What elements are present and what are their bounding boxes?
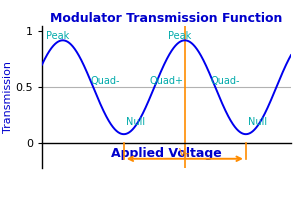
- Y-axis label: Transmission: Transmission: [3, 61, 13, 133]
- Text: V$_\pi$: V$_\pi$: [178, 146, 191, 160]
- Text: Quad-: Quad-: [210, 76, 240, 86]
- Text: Peak: Peak: [46, 31, 69, 41]
- Text: Null: Null: [126, 117, 145, 127]
- Title: Modulator Transmission Function: Modulator Transmission Function: [50, 12, 283, 25]
- Text: Peak: Peak: [168, 31, 191, 41]
- Text: Quad-: Quad-: [91, 76, 120, 86]
- Text: Quad+: Quad+: [149, 76, 183, 86]
- X-axis label: Applied Voltage: Applied Voltage: [111, 147, 222, 160]
- Text: Null: Null: [248, 117, 267, 127]
